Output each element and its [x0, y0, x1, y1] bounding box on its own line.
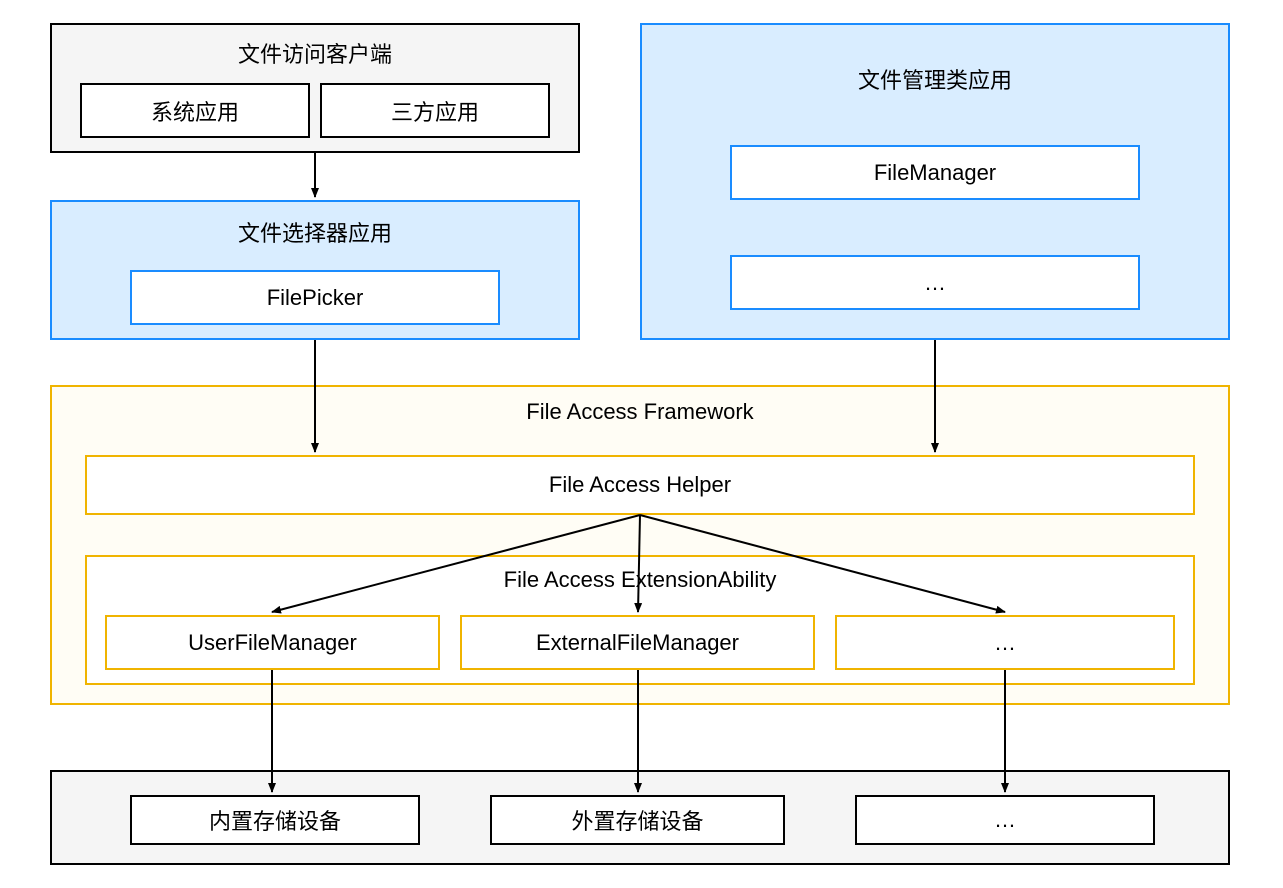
picker-sub-filepicker: FilePicker — [130, 270, 500, 325]
client-sub-system-app: 系统应用 — [80, 83, 310, 138]
internal-storage-box: 内置存储设备 — [130, 795, 420, 845]
framework-dots-box: … — [835, 615, 1175, 670]
framework-title: File Access Framework — [52, 399, 1228, 425]
filemgr-sub-filemanager: FileManager — [730, 145, 1140, 200]
external-file-manager-box: ExternalFileManager — [460, 615, 815, 670]
client-sub-thirdparty-app: 三方应用 — [320, 83, 550, 138]
extension-ability-title: File Access ExtensionAbility — [87, 567, 1193, 593]
picker-app-title: 文件选择器应用 — [52, 216, 578, 248]
file-access-helper-box: File Access Helper — [85, 455, 1195, 515]
external-storage-box: 外置存储设备 — [490, 795, 785, 845]
filemgr-app-title: 文件管理类应用 — [642, 63, 1228, 95]
storage-dots-box: … — [855, 795, 1155, 845]
filemgr-sub-dots: … — [730, 255, 1140, 310]
user-file-manager-box: UserFileManager — [105, 615, 440, 670]
client-title: 文件访问客户端 — [52, 37, 578, 69]
